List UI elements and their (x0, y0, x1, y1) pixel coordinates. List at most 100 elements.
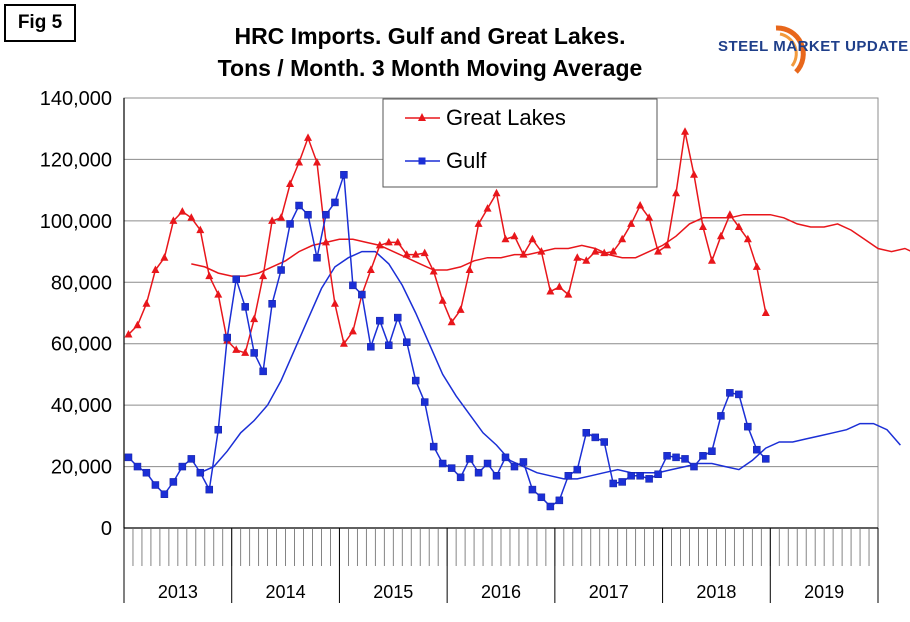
data-point (420, 248, 429, 257)
data-point (394, 313, 402, 322)
data-point (537, 493, 546, 502)
data-point (384, 237, 393, 246)
legend-label: Great Lakes (446, 105, 566, 130)
data-point (555, 282, 564, 290)
data-point (447, 464, 456, 472)
data-point (375, 240, 384, 249)
year-label: 2018 (696, 582, 736, 602)
data-point (546, 287, 555, 295)
y-tick-label: 0 (101, 518, 112, 540)
data-point (268, 216, 277, 224)
data-point (753, 445, 761, 454)
data-point (600, 248, 609, 257)
data-point (133, 462, 142, 471)
y-tick-label: 60,000 (51, 334, 112, 356)
year-label: 2015 (373, 582, 413, 602)
data-point (304, 133, 313, 141)
data-point (438, 459, 447, 468)
data-point (358, 290, 366, 299)
data-point (286, 220, 294, 228)
data-point (528, 485, 537, 494)
data-point (698, 222, 707, 230)
data-point (609, 479, 617, 488)
data-point (331, 198, 339, 207)
data-point (196, 225, 205, 234)
data-point (717, 412, 725, 420)
chart-title-line-2: Tons / Month. 3 Month Moving Average (217, 55, 643, 81)
steel-market-update-logo: STEEL MARKET UPDATE (718, 22, 908, 82)
data-point (205, 271, 214, 280)
y-tick-label: 80,000 (51, 272, 112, 294)
year-label: 2016 (481, 582, 521, 602)
data-point (348, 326, 357, 335)
data-point (151, 265, 160, 273)
data-point (501, 453, 510, 462)
data-point (582, 256, 591, 264)
legend-box (382, 98, 658, 188)
data-point (546, 502, 555, 511)
data-point (752, 262, 761, 270)
data-point (321, 237, 330, 246)
data-point (385, 341, 393, 349)
data-point (690, 462, 698, 471)
y-tick-label: 40,000 (51, 395, 112, 417)
data-point (618, 234, 627, 243)
year-label: 2014 (266, 582, 306, 602)
data-point (277, 266, 285, 274)
data-point (716, 231, 725, 240)
data-point (367, 343, 375, 351)
y-tick-label: 120,000 (40, 149, 112, 171)
data-point (699, 452, 707, 460)
data-point (133, 320, 142, 329)
axes: 0 20,000 40,000 60,000 80,000 100,000 120,000 1… (40, 88, 879, 603)
data-point (510, 231, 519, 240)
data-point (429, 442, 438, 451)
data-point (411, 376, 420, 385)
data-point (636, 201, 645, 209)
data-point (519, 458, 528, 466)
year-label: 2019 (804, 582, 844, 602)
data-point (232, 345, 241, 353)
data-point (447, 317, 456, 326)
data-point (761, 308, 770, 316)
data-point (366, 265, 375, 273)
data-point (142, 468, 151, 477)
data-point (708, 447, 716, 455)
data-point (636, 472, 644, 480)
trend-line (199, 250, 901, 480)
legend-label: Gulf (446, 148, 487, 173)
data-point (420, 398, 429, 406)
data-point (689, 170, 698, 178)
data-point (160, 253, 169, 261)
legend-marker (418, 113, 426, 121)
data-point (403, 338, 411, 346)
data-point (295, 201, 303, 210)
data-point (187, 213, 196, 221)
data-point (456, 473, 465, 482)
data-point (339, 339, 348, 347)
gridlines (124, 97, 878, 468)
data-point (663, 240, 672, 249)
data-point (707, 256, 716, 264)
series-layer (124, 127, 910, 511)
data-point (304, 210, 312, 219)
data-point (645, 475, 653, 483)
data-point (654, 470, 662, 478)
year-label: 2013 (158, 582, 198, 602)
y-tick-label: 140,000 (40, 88, 112, 110)
data-point (734, 222, 743, 230)
data-point (492, 188, 501, 197)
data-point (582, 429, 591, 437)
data-point (259, 271, 268, 280)
data-point (735, 390, 743, 399)
y-tick-label: 20,000 (51, 457, 112, 479)
data-point (277, 213, 286, 221)
legend: Great Lakes Gulf (382, 98, 658, 188)
data-point (169, 478, 178, 486)
data-point (537, 247, 546, 255)
trend-line (191, 213, 910, 277)
data-point (124, 453, 133, 462)
data-point (573, 253, 582, 261)
legend-marker (418, 157, 426, 165)
